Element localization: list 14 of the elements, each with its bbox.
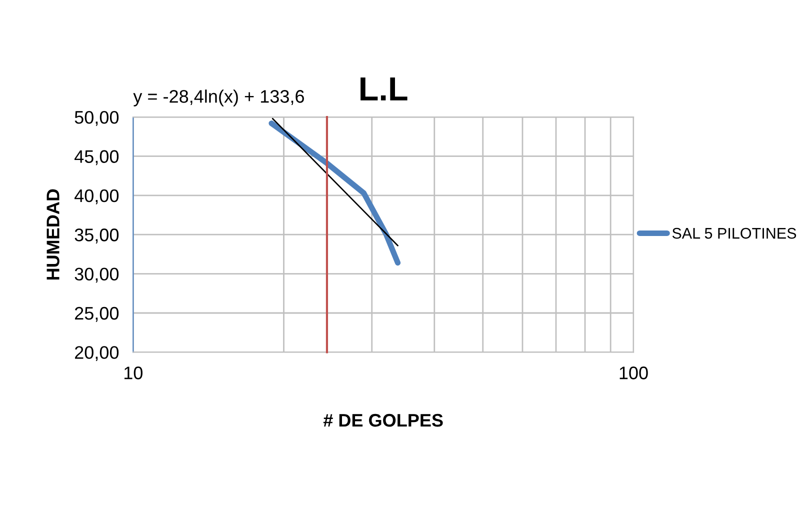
- y-tick-label: 45,00: [74, 150, 119, 166]
- y-axis-title: HUMEDAD: [46, 189, 60, 280]
- y-tick-label: 40,00: [74, 189, 119, 204]
- text: y = -28,4ln(x) + 133,6: [133, 90, 304, 106]
- chart-title: L.L: [360, 77, 408, 100]
- legend-label: SAL 5 PILOTINES: [672, 228, 796, 239]
- x-axis-title: # DE GOLPES: [323, 414, 443, 427]
- x-tick-label: 10: [124, 366, 142, 380]
- y-tick-label: 50,00: [74, 110, 119, 126]
- y-tick-label: 30,00: [74, 268, 119, 283]
- y-tick-label: 25,00: [74, 306, 119, 322]
- y-tick-label: 20,00: [74, 346, 119, 362]
- y-tick-label: 35,00: [74, 228, 119, 244]
- x-tick-label: 100: [620, 366, 648, 380]
